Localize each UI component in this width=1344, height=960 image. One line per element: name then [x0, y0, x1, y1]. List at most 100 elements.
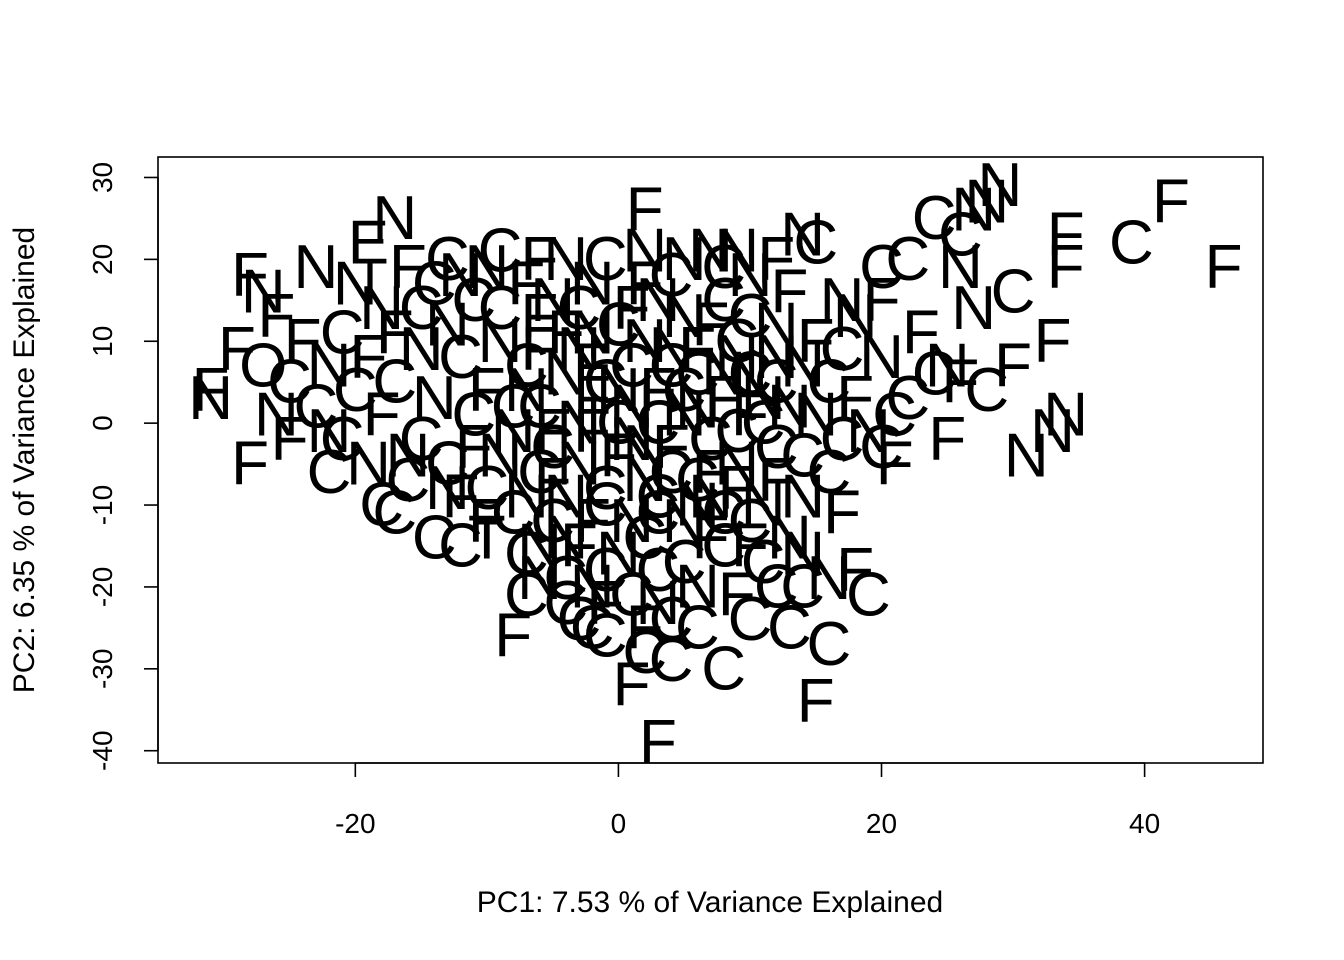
- y-tick-label: 30: [87, 162, 118, 193]
- data-point: F: [757, 446, 795, 515]
- data-point: C: [583, 602, 628, 671]
- data-point: C: [399, 274, 444, 343]
- data-point: C: [649, 626, 694, 695]
- data-point: C: [741, 528, 786, 597]
- data-point: F: [573, 364, 611, 433]
- data-point: F: [442, 462, 480, 531]
- data-point: C: [754, 348, 799, 417]
- data-point: N: [635, 266, 680, 335]
- data-point: N: [675, 471, 720, 540]
- data-point: C: [728, 585, 773, 654]
- data-point: N: [728, 241, 773, 310]
- data-point: F: [257, 282, 295, 351]
- data-point: C: [701, 479, 746, 548]
- data-point: C: [570, 593, 615, 662]
- data-point: N: [596, 356, 641, 425]
- data-point: C: [991, 258, 1036, 327]
- data-point: C: [557, 585, 602, 654]
- data-point: N: [543, 462, 588, 531]
- data-point: N: [741, 471, 786, 540]
- data-point: C: [701, 511, 746, 580]
- data-point: C: [820, 405, 865, 474]
- data-point: N: [609, 372, 654, 441]
- data-point: N: [662, 225, 707, 294]
- data-point: N: [543, 503, 588, 572]
- data-point: N: [780, 331, 825, 400]
- data-point: F: [692, 438, 730, 507]
- data-point: C: [688, 405, 733, 474]
- data-point: F: [231, 241, 269, 310]
- data-point: C: [675, 446, 720, 515]
- data-point: C: [451, 266, 496, 335]
- data-point: C: [504, 331, 549, 400]
- data-point: N: [859, 323, 904, 392]
- data-point: N: [504, 462, 549, 531]
- data-point: F: [231, 430, 269, 499]
- data-point: F: [547, 299, 585, 368]
- data-point: F: [652, 413, 690, 482]
- data-point: C: [635, 479, 680, 548]
- data-point: F: [494, 602, 532, 671]
- data-point: N: [978, 151, 1023, 220]
- x-axis-label: PC1: 7.53 % of Variance Explained: [477, 886, 943, 919]
- data-point: F: [363, 380, 401, 449]
- data-point: F: [521, 315, 559, 384]
- data-point: O: [239, 331, 287, 400]
- data-point: F: [1205, 233, 1243, 302]
- data-point: C: [583, 225, 628, 294]
- data-point: N: [412, 364, 457, 433]
- data-point: N: [570, 299, 615, 368]
- data-point: C: [491, 479, 536, 548]
- data-point: F: [626, 249, 664, 318]
- data-point: C: [543, 544, 588, 613]
- data-point: N: [622, 413, 667, 482]
- data-point: N: [517, 544, 562, 613]
- data-point: C: [714, 397, 759, 466]
- data-point: N: [478, 307, 523, 376]
- data-point: N: [754, 323, 799, 392]
- data-point: C: [728, 282, 773, 351]
- data-point: C: [807, 438, 852, 507]
- data-point: N: [622, 217, 667, 286]
- data-point: F: [718, 561, 756, 630]
- data-point: N: [714, 430, 759, 499]
- data-point: C: [320, 299, 365, 368]
- data-point: N: [754, 290, 799, 359]
- data-point: C: [741, 389, 786, 458]
- data-point: N: [741, 364, 786, 433]
- x-tick-label: -20: [335, 808, 375, 839]
- data-point: C: [557, 274, 602, 343]
- data-point: C: [714, 307, 759, 376]
- data-point: F: [902, 299, 940, 368]
- data-point: C: [412, 249, 457, 318]
- data-point: C: [675, 593, 720, 662]
- data-point: C: [622, 503, 667, 572]
- data-point: C: [504, 561, 549, 630]
- data-point: C: [780, 552, 825, 621]
- data-point: F: [692, 503, 730, 572]
- data-point: C: [872, 380, 917, 449]
- data-point: F: [376, 299, 414, 368]
- data-point: N: [425, 290, 470, 359]
- data-point: C: [517, 438, 562, 507]
- y-tick-label: -20: [87, 567, 118, 607]
- data-point: C: [635, 389, 680, 458]
- data-point: F: [613, 274, 651, 343]
- data-point: N: [438, 241, 483, 310]
- data-point: N: [767, 503, 812, 572]
- data-point: F: [718, 454, 756, 523]
- data-point: C: [530, 487, 575, 556]
- data-point: N: [833, 282, 878, 351]
- data-point: C: [912, 340, 957, 409]
- data-point: C: [478, 274, 523, 343]
- data-point: N: [635, 569, 680, 638]
- data-point: C: [425, 430, 470, 499]
- data-point: F: [836, 364, 874, 433]
- data-point: C: [530, 413, 575, 482]
- data-point: F: [521, 225, 559, 294]
- data-point: C: [372, 479, 417, 548]
- data-point: F: [731, 380, 769, 449]
- data-point: N: [543, 225, 588, 294]
